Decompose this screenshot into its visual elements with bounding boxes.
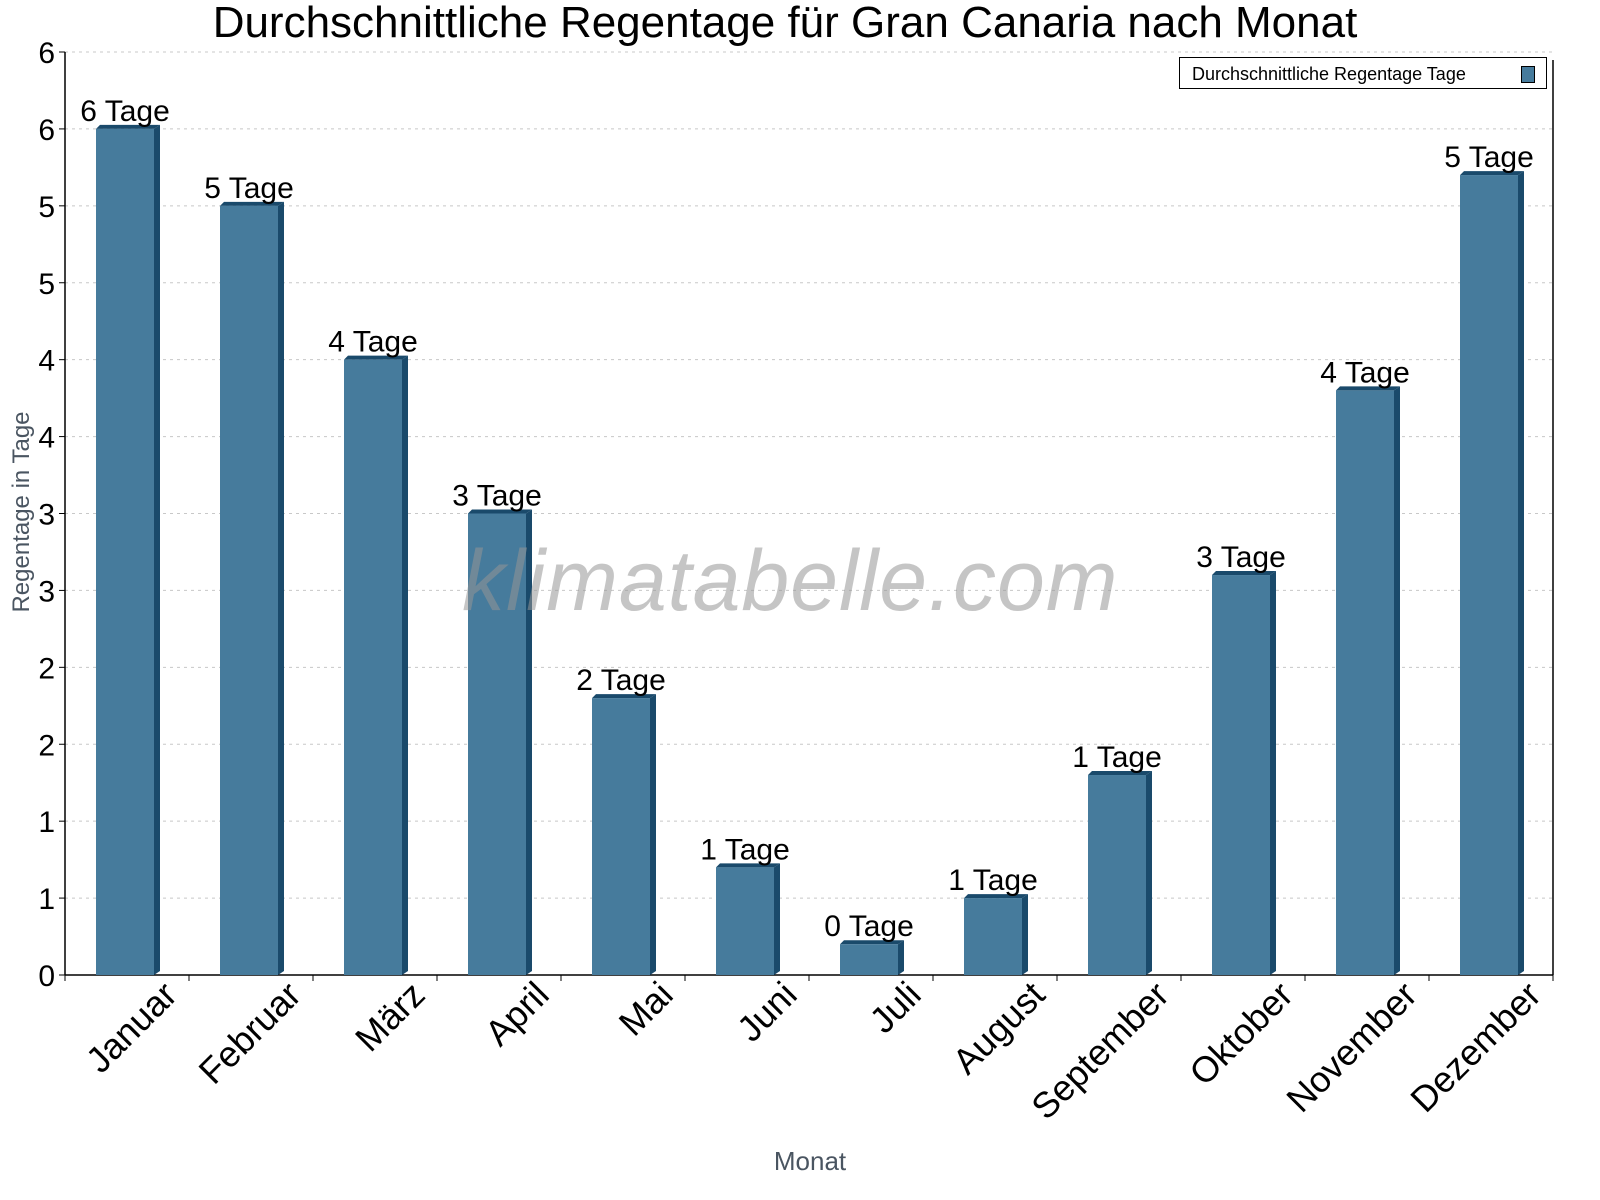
x-tick-label: Januar xyxy=(78,974,185,1081)
bar-oktober xyxy=(1212,575,1270,975)
data-label: 0 Tage xyxy=(824,910,914,943)
y-tick-label: 0 xyxy=(38,960,55,993)
bar-side xyxy=(526,509,532,975)
bar-side xyxy=(154,124,160,975)
bar-november xyxy=(1336,390,1394,975)
bar-top xyxy=(344,355,408,360)
bar-august xyxy=(964,898,1022,975)
bar-juni xyxy=(716,867,774,975)
bar-side xyxy=(650,694,656,975)
y-tick-label: 6 xyxy=(38,114,55,147)
x-tick-label: Juni xyxy=(729,974,805,1050)
bar-juli xyxy=(840,944,898,975)
x-tick-label: April xyxy=(477,974,557,1054)
bar-top xyxy=(96,124,160,129)
bar-mai xyxy=(592,698,650,975)
bar-side xyxy=(774,863,780,975)
x-tick-label: Dezember xyxy=(1402,974,1548,1120)
legend-swatch xyxy=(1521,66,1535,83)
y-tick-label: 1 xyxy=(38,883,55,916)
data-label: 6 Tage xyxy=(80,95,170,128)
x-tick-label: Februar xyxy=(191,974,309,1092)
data-label: 3 Tage xyxy=(452,480,542,513)
legend: Durchschnittliche Regentage Tage xyxy=(1179,57,1547,89)
watermark: klimatabelle.com xyxy=(462,533,1119,629)
bar-dezember xyxy=(1460,175,1518,976)
y-tick-label: 2 xyxy=(38,652,55,685)
legend-label: Durchschnittliche Regentage Tage xyxy=(1192,64,1466,84)
y-tick-label: 3 xyxy=(38,575,55,608)
bar-märz xyxy=(344,359,402,976)
x-tick-label: Mai xyxy=(611,974,681,1044)
data-label: 1 Tage xyxy=(700,833,790,866)
bar-januar xyxy=(96,128,154,975)
bar-top xyxy=(592,694,656,699)
data-label: 2 Tage xyxy=(576,664,666,697)
bar-september xyxy=(1088,775,1146,975)
y-tick-label: 4 xyxy=(38,422,55,455)
y-tick-label: 5 xyxy=(38,191,55,224)
x-axis-label: Monat xyxy=(773,1146,847,1176)
data-label: 5 Tage xyxy=(1444,141,1534,174)
bar-side xyxy=(402,355,408,976)
bar-april xyxy=(468,513,526,975)
x-tick-label: Oktober xyxy=(1181,974,1301,1094)
bar-side xyxy=(898,940,904,975)
bar-februar xyxy=(220,205,278,976)
y-tick-label: 5 xyxy=(38,268,55,301)
y-tick-label: 4 xyxy=(38,345,55,378)
bar-top xyxy=(964,894,1028,899)
bar-top xyxy=(840,940,904,945)
data-label: 3 Tage xyxy=(1196,541,1286,574)
x-tick-label: März xyxy=(347,974,433,1060)
x-tick-label: Juli xyxy=(861,974,928,1041)
data-label: 1 Tage xyxy=(1072,741,1162,774)
data-label: 5 Tage xyxy=(204,172,294,205)
bar-top xyxy=(1212,571,1276,576)
bar-side xyxy=(1270,571,1276,975)
y-tick-label: 3 xyxy=(38,499,55,532)
bar-side xyxy=(1022,894,1028,975)
bar-side xyxy=(278,201,284,976)
y-tick-label: 1 xyxy=(38,806,55,839)
data-label: 4 Tage xyxy=(1320,356,1410,389)
bar-side xyxy=(1146,771,1152,975)
bar-side xyxy=(1394,386,1400,975)
x-tick-label: August xyxy=(944,974,1052,1082)
bar-top xyxy=(1460,171,1524,176)
y-axis-label: Regentage in Tage xyxy=(8,411,35,613)
x-tick-label: November xyxy=(1278,974,1424,1120)
data-label: 1 Tage xyxy=(948,864,1038,897)
bar-side xyxy=(1518,171,1524,976)
y-tick-label: 2 xyxy=(38,729,55,762)
bar-top xyxy=(220,201,284,206)
bar-top xyxy=(1088,771,1152,776)
bar-top xyxy=(1336,386,1400,391)
data-label: 4 Tage xyxy=(328,326,418,359)
bar-top xyxy=(716,863,780,868)
y-tick-label: 6 xyxy=(38,37,55,70)
bar-top xyxy=(468,509,532,514)
chart-title: Durchschnittliche Regentage für Gran Can… xyxy=(212,0,1358,47)
